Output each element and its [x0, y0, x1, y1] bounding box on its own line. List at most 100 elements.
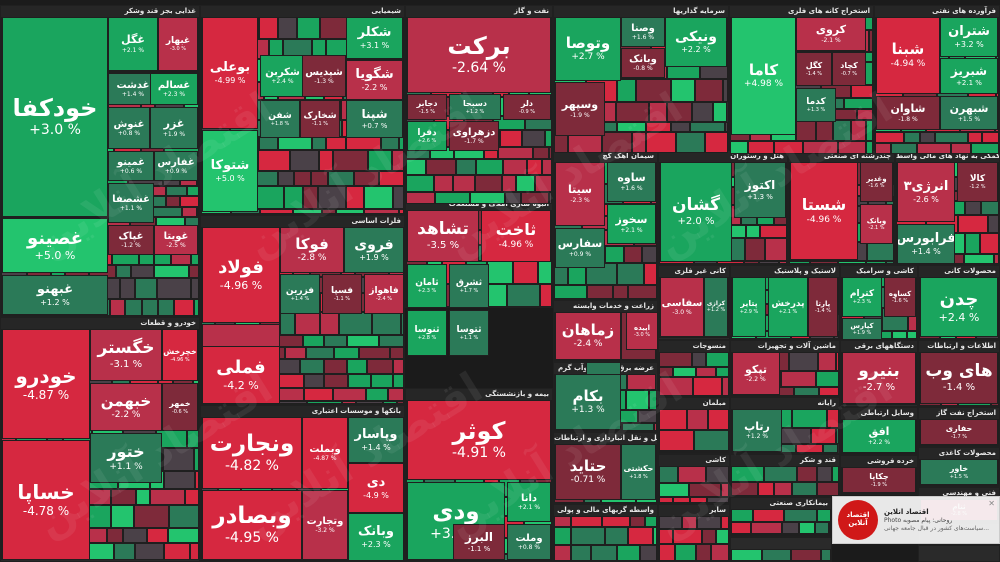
stock-tile[interactable]: غدشت +1.4 %	[108, 73, 158, 105]
minor-stock-tile[interactable]	[810, 261, 838, 264]
minor-stock-tile[interactable]	[312, 137, 326, 150]
stock-tile[interactable]: بوعلی -4.99 %	[202, 17, 258, 129]
stock-tile[interactable]: کدما +1.3 %	[796, 88, 836, 122]
stock-tile[interactable]: کاما +4.98 %	[731, 17, 796, 135]
minor-stock-tile[interactable]	[554, 516, 571, 527]
minor-stock-tile[interactable]	[659, 451, 675, 453]
minor-stock-tile[interactable]	[307, 401, 342, 404]
minor-stock-tile[interactable]	[920, 132, 935, 143]
minor-stock-tile[interactable]	[659, 409, 687, 430]
minor-stock-tile[interactable]	[624, 246, 642, 263]
minor-stock-tile[interactable]	[965, 233, 980, 254]
minor-stock-tile[interactable]	[617, 263, 644, 285]
minor-stock-tile[interactable]	[865, 62, 873, 85]
stock-tile[interactable]: افق +2.2 %	[842, 419, 916, 453]
stock-tile[interactable]: غفارس +0.9 %	[154, 151, 198, 181]
minor-stock-tile[interactable]	[659, 544, 675, 561]
minor-stock-tile[interactable]	[554, 285, 587, 299]
minor-stock-tile[interactable]	[602, 516, 630, 527]
minor-stock-tile[interactable]	[725, 122, 728, 132]
minor-stock-tile[interactable]	[671, 122, 690, 132]
stock-tile[interactable]: گشان +2.0 %	[660, 162, 732, 262]
stock-tile[interactable]: پتایر +2.9 %	[732, 277, 766, 337]
minor-stock-tile[interactable]	[676, 132, 705, 153]
minor-stock-tile[interactable]	[659, 430, 694, 451]
minor-stock-tile[interactable]	[379, 335, 404, 347]
minor-stock-tile[interactable]	[659, 483, 689, 497]
minor-stock-tile[interactable]	[673, 529, 702, 544]
minor-stock-tile[interactable]	[760, 225, 787, 238]
minor-stock-tile[interactable]	[333, 150, 368, 171]
minor-stock-tile[interactable]	[379, 171, 404, 186]
stock-tile[interactable]: حفاری -1.7 %	[920, 419, 998, 445]
stock-tile[interactable]: وبانک -0.8 %	[621, 48, 665, 78]
minor-stock-tile[interactable]	[731, 534, 759, 536]
minor-stock-tile[interactable]	[258, 150, 290, 171]
minor-stock-tile[interactable]	[166, 186, 187, 196]
minor-stock-tile[interactable]	[857, 109, 873, 120]
minor-stock-tile[interactable]	[406, 175, 434, 192]
stock-tile[interactable]: فروی +1.9 %	[344, 227, 404, 273]
minor-stock-tile[interactable]	[549, 192, 552, 204]
stock-tile[interactable]: غبهنو +1.2 %	[2, 275, 108, 315]
minor-stock-tile[interactable]	[125, 299, 142, 316]
minor-stock-tile[interactable]	[649, 102, 667, 122]
minor-stock-tile[interactable]	[799, 522, 815, 534]
minor-stock-tile[interactable]	[134, 505, 169, 528]
minor-stock-tile[interactable]	[284, 186, 303, 209]
minor-stock-tile[interactable]	[706, 352, 729, 367]
minor-stock-tile[interactable]	[628, 527, 653, 545]
minor-stock-tile[interactable]	[697, 451, 726, 453]
minor-stock-tile[interactable]	[527, 159, 542, 175]
stock-tile[interactable]: تپکو -2.2 %	[732, 352, 780, 395]
minor-stock-tile[interactable]	[346, 137, 381, 150]
minor-stock-tile[interactable]	[368, 150, 392, 171]
stock-tile[interactable]: شکلر +3.1 %	[346, 17, 403, 59]
stock-tile[interactable]: شپدیس -1.3 %	[302, 55, 346, 97]
minor-stock-tile[interactable]	[759, 534, 794, 536]
minor-stock-tile[interactable]	[388, 388, 404, 401]
minor-stock-tile[interactable]	[628, 285, 657, 299]
stock-tile[interactable]: کچاد -0.7 %	[832, 52, 866, 86]
minor-stock-tile[interactable]	[935, 132, 968, 143]
stock-tile[interactable]: فسپا -1.1 %	[322, 274, 362, 314]
minor-stock-tile[interactable]	[632, 132, 646, 153]
stock-tile[interactable]: وتوصا +2.7 %	[555, 17, 621, 81]
minor-stock-tile[interactable]	[964, 254, 994, 264]
minor-stock-tile[interactable]	[838, 261, 866, 264]
stock-tile[interactable]: کرازی +1.2 %	[704, 277, 728, 337]
stock-tile[interactable]: غصینو +5.0 %	[2, 218, 108, 273]
minor-stock-tile[interactable]	[189, 265, 199, 278]
minor-stock-tile[interactable]	[753, 509, 784, 522]
minor-stock-tile[interactable]	[866, 141, 873, 154]
minor-stock-tile[interactable]	[851, 85, 873, 98]
minor-stock-tile[interactable]	[779, 261, 787, 264]
minor-stock-tile[interactable]	[163, 448, 194, 471]
stock-tile[interactable]: غنوش +0.8 %	[108, 107, 150, 149]
stock-tile[interactable]: ثاخت -4.96 %	[481, 210, 551, 262]
minor-stock-tile[interactable]	[300, 359, 324, 374]
stock-tile[interactable]: زماهان -2.4 %	[555, 312, 621, 360]
stock-tile[interactable]: های وب -1.4 %	[920, 352, 998, 404]
minor-stock-tile[interactable]	[866, 261, 886, 264]
stock-tile[interactable]: غزر +1.9 %	[150, 107, 198, 149]
minor-stock-tile[interactable]	[554, 545, 571, 561]
minor-stock-tile[interactable]	[817, 509, 831, 522]
minor-stock-tile[interactable]	[367, 359, 393, 374]
stock-tile[interactable]: چدن +2.4 %	[920, 277, 998, 337]
minor-stock-tile[interactable]	[295, 312, 320, 335]
minor-stock-tile[interactable]	[705, 132, 728, 153]
minor-stock-tile[interactable]	[636, 79, 671, 102]
minor-stock-tile[interactable]	[540, 284, 552, 307]
minor-stock-tile[interactable]	[571, 527, 605, 545]
minor-stock-tile[interactable]	[832, 466, 839, 482]
minor-stock-tile[interactable]	[731, 549, 762, 561]
minor-stock-tile[interactable]	[86, 543, 114, 560]
minor-stock-tile[interactable]	[502, 175, 516, 192]
minor-stock-tile[interactable]	[638, 410, 657, 423]
stock-tile[interactable]: خبهمن -2.2 %	[90, 383, 162, 431]
minor-stock-tile[interactable]	[545, 130, 552, 147]
minor-stock-tile[interactable]	[694, 430, 729, 451]
notification-toast[interactable]: ✕ اقتصاد آنلاین اقتصاد آنلاین روحانی: پی…	[832, 496, 1000, 544]
minor-stock-tile[interactable]	[336, 209, 364, 214]
